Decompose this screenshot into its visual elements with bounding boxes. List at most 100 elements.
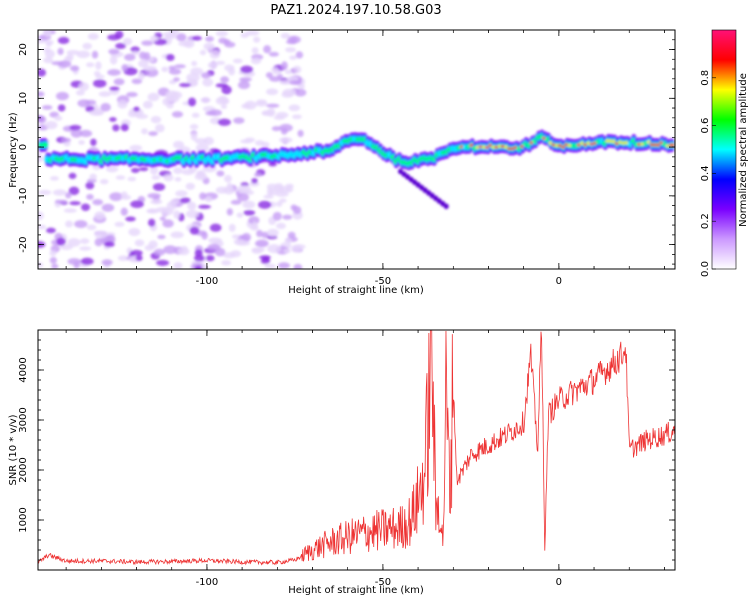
snr-x-ticks: -100 -50 0 xyxy=(38,329,675,588)
noise-blob xyxy=(69,65,80,72)
noise-blob xyxy=(171,111,184,118)
noise-blob xyxy=(237,81,250,90)
noise-blob xyxy=(254,172,262,177)
noise-blob xyxy=(224,174,232,183)
noise-blob xyxy=(125,216,136,222)
noise-blob xyxy=(177,247,190,256)
noise-blob xyxy=(153,248,166,256)
noise-blob xyxy=(175,190,188,197)
noise-blob xyxy=(294,88,307,97)
ridge-blob xyxy=(443,203,449,210)
noise-blob xyxy=(54,199,68,204)
noise-blob xyxy=(117,255,129,261)
noise-blob xyxy=(163,245,177,255)
noise-blob xyxy=(297,129,304,138)
noise-blob xyxy=(242,200,256,209)
noise-blob xyxy=(150,199,163,205)
snr-x-label: Height of straight line (km) xyxy=(288,585,424,596)
noise-blob xyxy=(86,193,94,200)
noise-blob xyxy=(204,196,213,203)
heatmap-y-tick-label: 20 xyxy=(18,43,29,56)
noise-blob xyxy=(52,189,67,196)
noise-blob xyxy=(79,129,93,138)
noise-blob xyxy=(114,30,124,39)
noise-blob xyxy=(209,223,222,232)
noise-blob xyxy=(230,199,242,205)
noise-blob xyxy=(251,47,259,54)
noise-blob xyxy=(155,206,170,213)
snr-y-tick-label: 3000 xyxy=(18,407,29,432)
noise-blob xyxy=(126,92,138,98)
noise-blob xyxy=(94,231,108,239)
noise-blob xyxy=(68,186,80,196)
ridge-blob xyxy=(401,171,407,177)
noise-blob xyxy=(207,61,218,69)
noise-blob xyxy=(115,175,126,180)
noise-blob xyxy=(131,78,143,85)
noise-blob xyxy=(174,177,182,182)
noise-blob xyxy=(135,254,143,262)
noise-blob xyxy=(231,234,240,239)
noise-blob xyxy=(161,66,169,73)
noise-blob xyxy=(147,92,160,102)
noise-blob xyxy=(275,222,286,230)
noise-blob xyxy=(87,33,99,40)
noise-blob xyxy=(163,173,174,182)
noise-blob xyxy=(89,110,104,116)
noise-blob xyxy=(290,204,298,211)
noise-blob xyxy=(288,104,301,112)
noise-blob xyxy=(272,211,282,221)
noise-blob xyxy=(194,173,208,181)
noise-blob xyxy=(165,90,179,100)
noise-blob xyxy=(279,198,287,203)
noise-blob xyxy=(70,129,83,138)
noise-blob xyxy=(251,247,263,254)
snr-series-line xyxy=(38,330,675,566)
noise-blob xyxy=(38,211,44,221)
noise-blob xyxy=(105,165,119,173)
noise-blob xyxy=(63,208,77,213)
noise-blob xyxy=(98,91,112,97)
noise-blob xyxy=(44,120,58,130)
noise-blob xyxy=(232,58,243,64)
ridge-blob xyxy=(429,192,435,199)
ridge-blob xyxy=(419,184,425,191)
noise-blob xyxy=(85,105,95,113)
noise-blob xyxy=(192,35,202,41)
noise-blob xyxy=(75,90,85,96)
heatmap-y-tick-label: -20 xyxy=(18,236,29,252)
noise-blob xyxy=(265,72,273,79)
noise-blob xyxy=(200,97,211,103)
heatmap-y-tick-label: -10 xyxy=(18,188,29,204)
noise-blob xyxy=(57,47,64,56)
noise-blob xyxy=(79,246,92,251)
noise-blob xyxy=(114,221,125,227)
noise-blob xyxy=(138,166,149,172)
noise-blob xyxy=(65,220,74,228)
noise-blob xyxy=(45,227,56,234)
noise-blob xyxy=(202,78,214,87)
noise-blob xyxy=(215,60,226,65)
noise-blob xyxy=(194,138,208,145)
noise-blob xyxy=(168,68,182,75)
noise-blob xyxy=(57,104,66,112)
noise-blob xyxy=(265,88,279,96)
noise-blob xyxy=(239,77,252,82)
noise-blob xyxy=(170,231,184,239)
noise-blob xyxy=(162,31,177,37)
noise-blob xyxy=(292,65,302,74)
noise-blob xyxy=(272,69,282,75)
figure-title: PAZ1.2024.197.10.58.G03 xyxy=(270,3,441,18)
noise-blob xyxy=(128,227,141,237)
noise-blob xyxy=(267,244,281,254)
colorbar-tick-label: 0.0 xyxy=(700,261,711,277)
noise-blob xyxy=(49,250,57,257)
noise-blob xyxy=(228,67,236,76)
noise-blob xyxy=(240,65,254,74)
noise-blob xyxy=(215,186,228,194)
noise-blob xyxy=(65,192,72,199)
noise-blob xyxy=(120,191,128,199)
noise-blob xyxy=(255,100,268,107)
noise-blob xyxy=(288,80,302,86)
